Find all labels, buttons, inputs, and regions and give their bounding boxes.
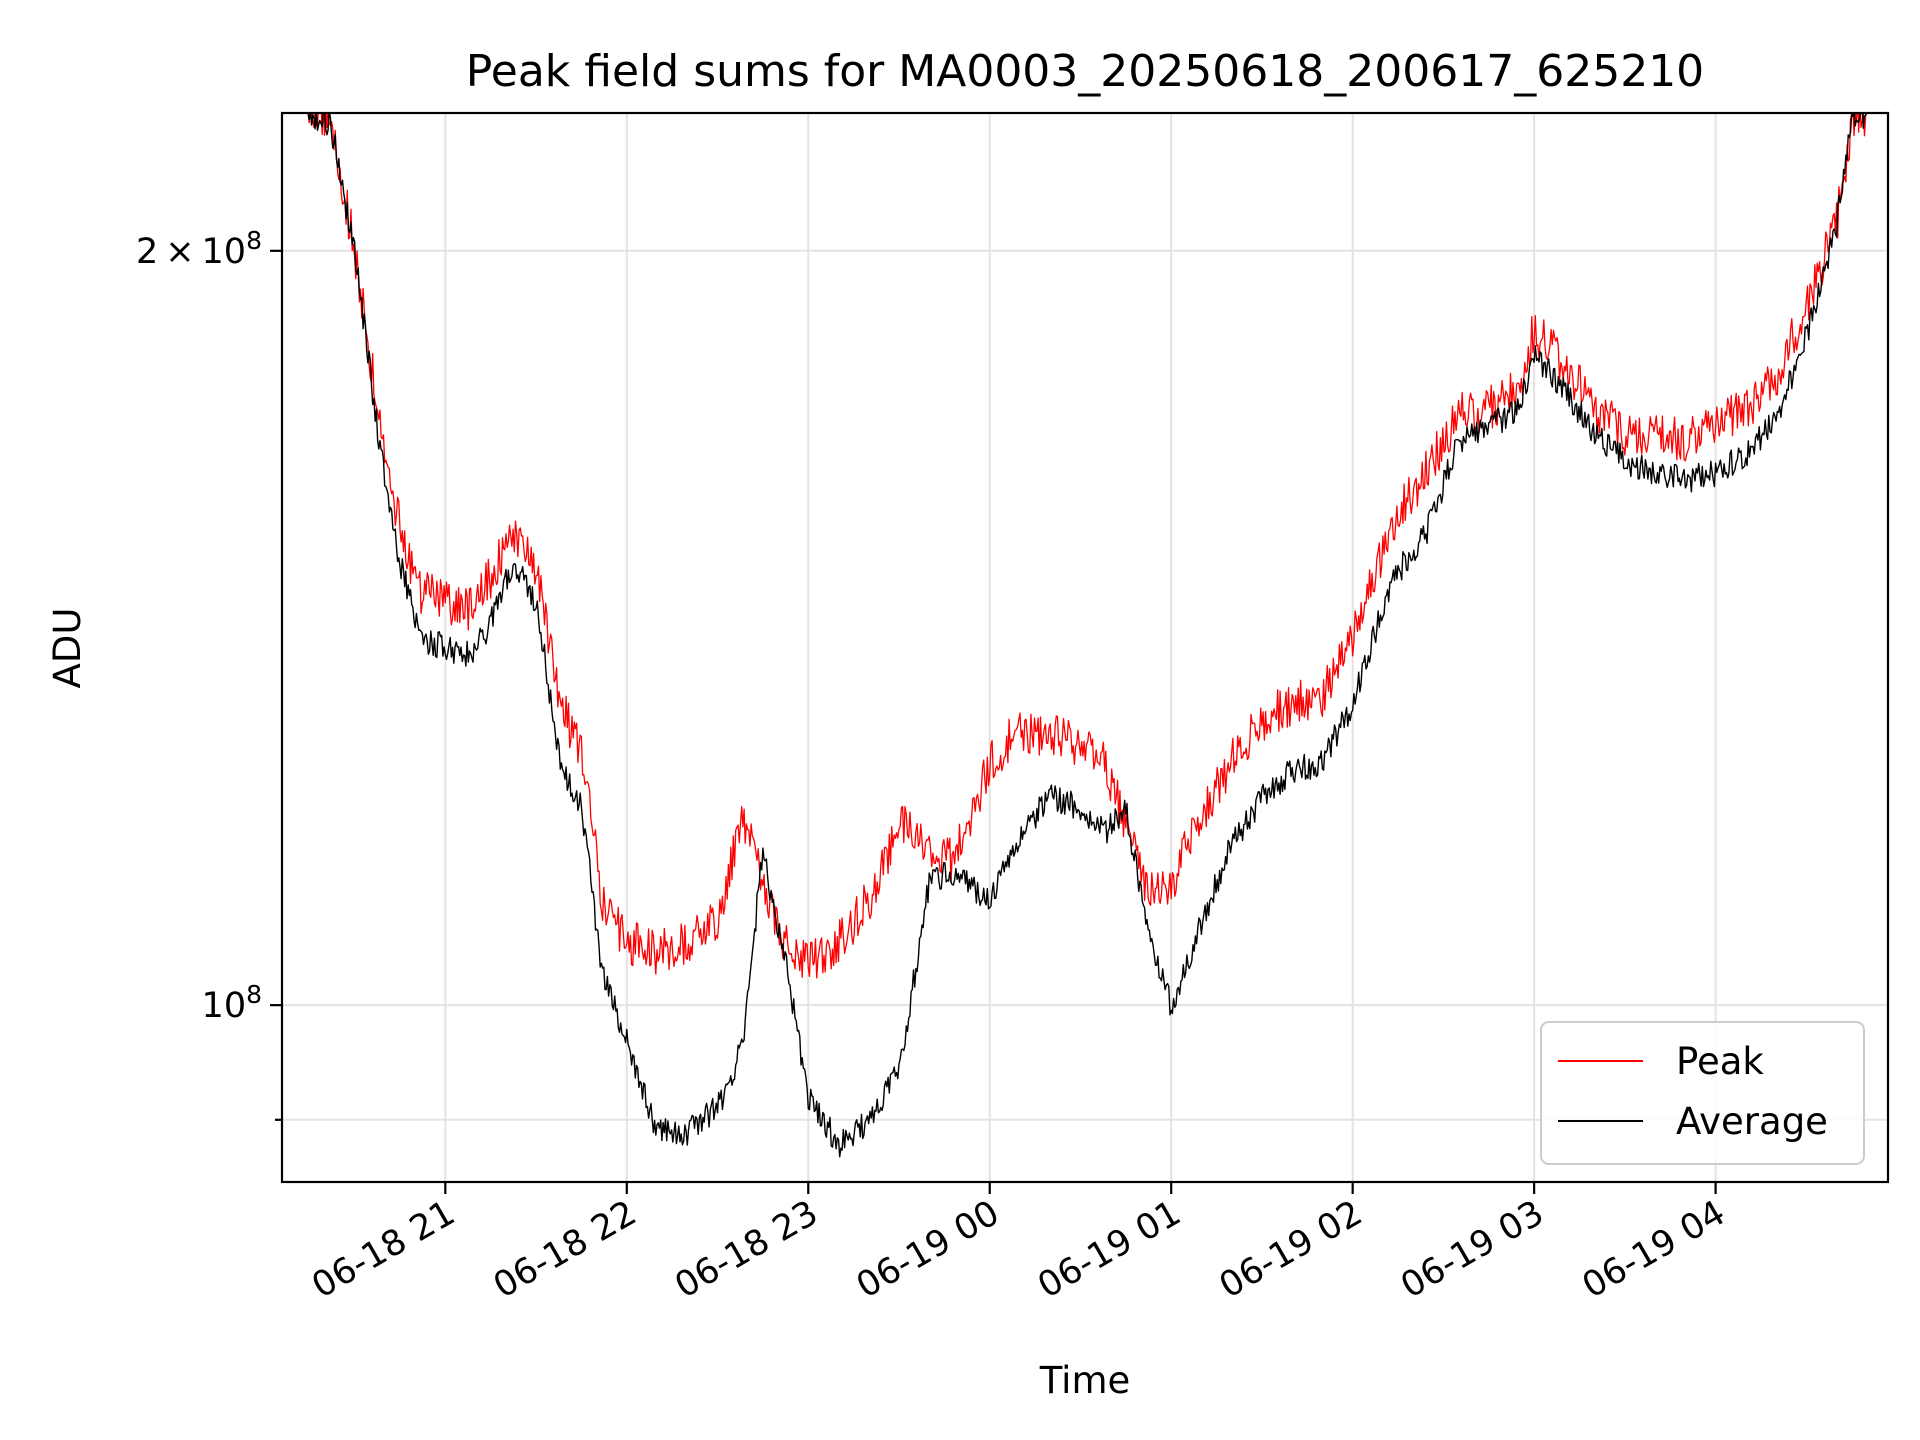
x-axis-label: Time [1039, 1359, 1131, 1402]
y-tick-label: 2 × 108 [136, 226, 262, 272]
legend-label-peak: Peak [1676, 1040, 1764, 1083]
series-line-average [282, 113, 1888, 1158]
legend: Peak Average [1540, 1021, 1865, 1165]
plot-series [282, 113, 1888, 1158]
y-axis-ticks: 108 2 × 108 [136, 226, 282, 1121]
plot-frame [280, 111, 1890, 1184]
series-line-peak [282, 113, 1888, 979]
y-axis-label: ADU [46, 608, 89, 689]
chart-title: Peak field sums for MA0003_20250618_2006… [466, 46, 1704, 97]
legend-box [1540, 1021, 1865, 1165]
y-tick-label: 108 [202, 980, 262, 1026]
legend-label-average: Average [1676, 1100, 1828, 1143]
